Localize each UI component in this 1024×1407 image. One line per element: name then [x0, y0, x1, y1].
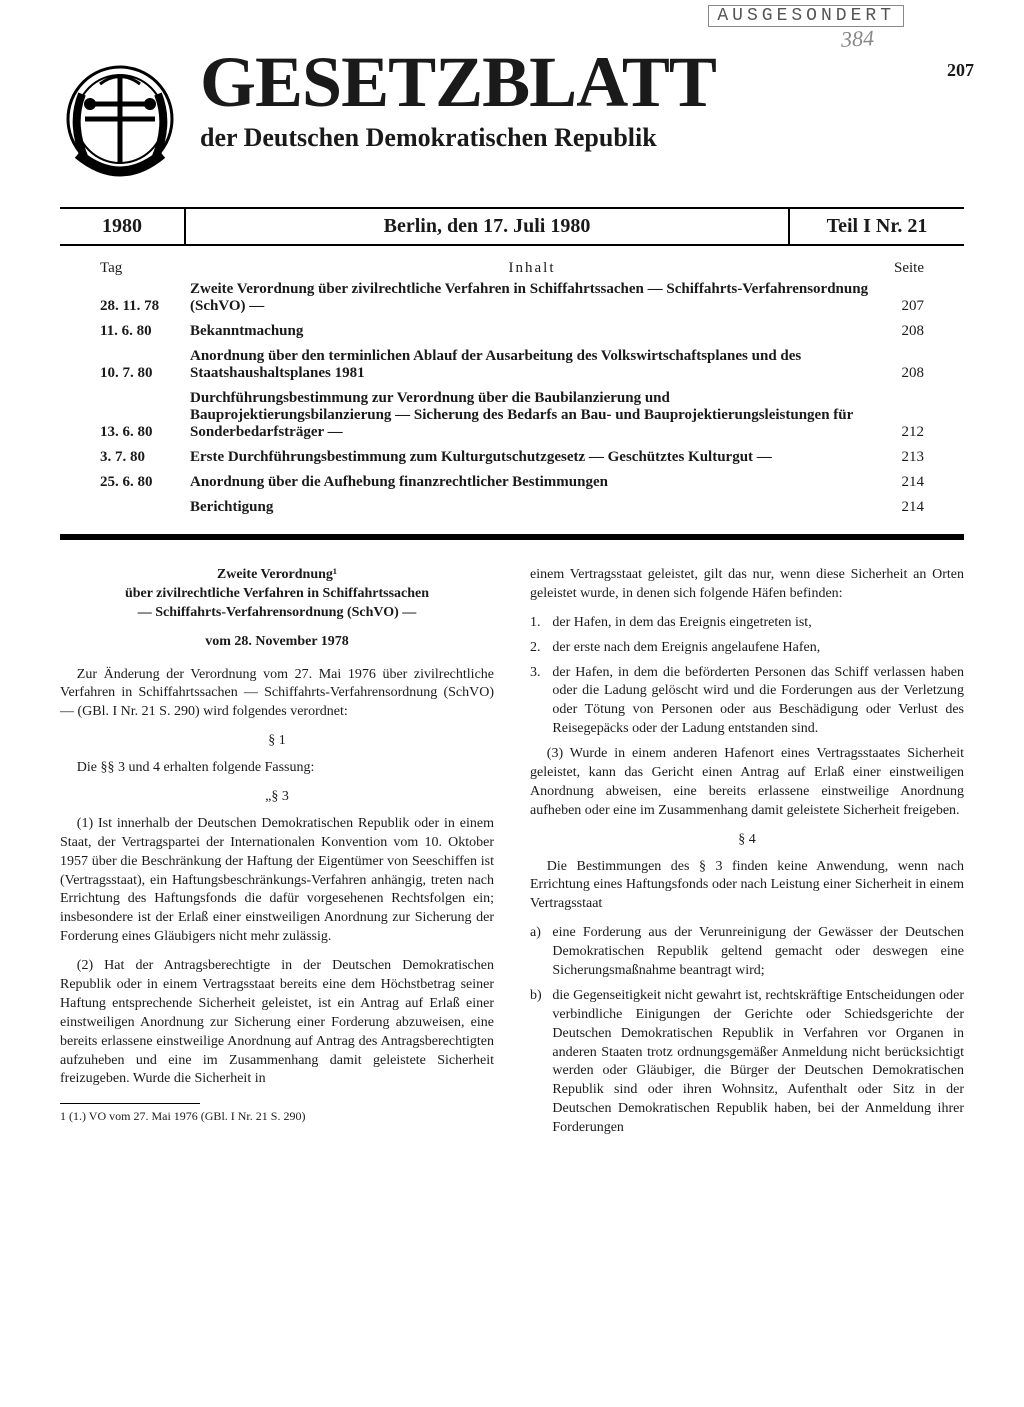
toc-page: 208	[874, 323, 924, 340]
toc-title: Durchführungsbestimmung zur Verordnung ü…	[190, 390, 874, 441]
column-right: einem Vertragsstaat geleistet, gilt das …	[530, 566, 964, 1144]
section-1-text: Die §§ 3 und 4 erhalten folgende Fassung…	[60, 759, 494, 778]
heading-line-2: über zivilrechtliche Verfahren in Schiff…	[60, 585, 494, 604]
s3-p3: (3) Wurde in einem anderen Hafenort eine…	[530, 745, 964, 821]
stamp-ausgesondert: AUSGESONDERT	[708, 5, 904, 27]
list-text: eine Forderung aus der Verunreinigung de…	[552, 924, 964, 981]
page: AUSGESONDERT 384 207 GESETZBLATT der Deu…	[0, 0, 1024, 1184]
ddr-emblem-icon	[60, 54, 180, 189]
toc-page: 214	[874, 499, 924, 516]
title-block: GESETZBLATT der Deutschen Demokratischen…	[200, 50, 964, 153]
footnote-rule	[60, 1103, 200, 1104]
toc-title: Bekanntmachung	[190, 323, 874, 340]
list-item: 1.der Hafen, in dem das Ereignis eingetr…	[530, 614, 964, 633]
list-marker: 2.	[530, 639, 552, 658]
list-text: der erste nach dem Ereignis angelaufene …	[552, 639, 964, 658]
toc-title: Anordnung über den terminlichen Ablauf d…	[190, 348, 874, 382]
toc-head-page: Seite	[874, 260, 924, 277]
toc-tag: 3. 7. 80	[100, 449, 190, 466]
toc-row: 11. 6. 80Bekanntmachung208	[60, 319, 964, 344]
table-of-contents: Tag Inhalt Seite 28. 11. 78Zweite Verord…	[60, 260, 964, 520]
toc-tag: 10. 7. 80	[100, 365, 190, 382]
list-item: 3.der Hafen, in dem die beförderten Pers…	[530, 664, 964, 740]
stamp-scribble: 384	[840, 25, 874, 53]
toc-head-title: Inhalt	[190, 260, 874, 277]
toc-row: 13. 6. 80Durchführungsbestimmung zur Ver…	[60, 386, 964, 445]
toc-tag: 28. 11. 78	[100, 298, 190, 315]
list-item: b)die Gegenseitigkeit nicht gewahrt ist,…	[530, 987, 964, 1138]
toc-row: 10. 7. 80Anordnung über den terminlichen…	[60, 344, 964, 386]
toc-row: 25. 6. 80Anordnung über die Aufhebung fi…	[60, 470, 964, 495]
toc-page: 208	[874, 365, 924, 382]
s3-p1: (1) Ist innerhalb der Deutschen Demokrat…	[60, 815, 494, 947]
list-text: die Gegenseitigkeit nicht gewahrt ist, r…	[552, 987, 964, 1138]
body-columns: Zweite Verordnung¹ über zivilrechtliche …	[60, 566, 964, 1144]
issue-dateline: Berlin, den 17. Juli 1980	[186, 209, 790, 244]
list-item: a)eine Forderung aus der Verunreinigung …	[530, 924, 964, 981]
toc-row: Berichtigung214	[60, 495, 964, 520]
section-3-label: „§ 3	[60, 788, 494, 807]
issue-bar: 1980 Berlin, den 17. Juli 1980 Teil I Nr…	[60, 207, 964, 246]
section-4-label: § 4	[530, 831, 964, 850]
issue-year: 1980	[60, 209, 186, 244]
article-heading: Zweite Verordnung¹ über zivilrechtliche …	[60, 566, 494, 652]
intro-paragraph: Zur Änderung der Verordnung vom 27. Mai …	[60, 666, 494, 723]
s3-p2: (2) Hat der Antragsberechtigte in der De…	[60, 957, 494, 1089]
toc-tag: 11. 6. 80	[100, 323, 190, 340]
issue-number: Teil I Nr. 21	[790, 209, 964, 244]
toc-title: Anordnung über die Aufhebung finanzrecht…	[190, 474, 874, 491]
toc-page: 213	[874, 449, 924, 466]
list-marker: a)	[530, 924, 552, 981]
toc-tag: 13. 6. 80	[100, 424, 190, 441]
toc-row: 3. 7. 80Erste Durchführungsbestimmung zu…	[60, 445, 964, 470]
page-number-right: 207	[947, 60, 974, 81]
column-left: Zweite Verordnung¹ über zivilrechtliche …	[60, 566, 494, 1144]
toc-header: Tag Inhalt Seite	[60, 260, 964, 277]
toc-title: Erste Durchführungsbestimmung zum Kultur…	[190, 449, 874, 466]
masthead-subtitle: der Deutschen Demokratischen Republik	[200, 123, 964, 153]
toc-head-tag: Tag	[100, 260, 190, 277]
s4-p1: Die Bestimmungen des § 3 finden keine An…	[530, 858, 964, 915]
footnote: 1 (1.) VO vom 27. Mai 1976 (GBl. I Nr. 2…	[60, 1108, 494, 1124]
s3-p2b: einem Vertragsstaat geleistet, gilt das …	[530, 566, 964, 604]
heading-line-4: vom 28. November 1978	[60, 633, 494, 652]
toc-row: 28. 11. 78Zweite Verordnung über zivilre…	[60, 277, 964, 319]
heading-line-1: Zweite Verordnung¹	[60, 566, 494, 585]
masthead: GESETZBLATT der Deutschen Demokratischen…	[60, 50, 964, 189]
toc-title: Berichtigung	[190, 499, 874, 516]
toc-tag: 25. 6. 80	[100, 474, 190, 491]
list-text: der Hafen, in dem das Ereignis eingetret…	[552, 614, 964, 633]
toc-title: Zweite Verordnung über zivilrechtliche V…	[190, 281, 874, 315]
list-marker: 3.	[530, 664, 552, 740]
section-1-label: § 1	[60, 732, 494, 751]
list-text: der Hafen, in dem die beförderten Person…	[552, 664, 964, 740]
divider-thick	[60, 534, 964, 540]
list-marker: 1.	[530, 614, 552, 633]
toc-page: 207	[874, 298, 924, 315]
list-marker: b)	[530, 987, 552, 1138]
masthead-title: GESETZBLATT	[200, 50, 964, 115]
list-item: 2.der erste nach dem Ereignis angelaufen…	[530, 639, 964, 658]
toc-page: 214	[874, 474, 924, 491]
toc-page: 212	[874, 424, 924, 441]
heading-line-3: — Schiffahrts-Verfahrensordnung (SchVO) …	[60, 604, 494, 623]
